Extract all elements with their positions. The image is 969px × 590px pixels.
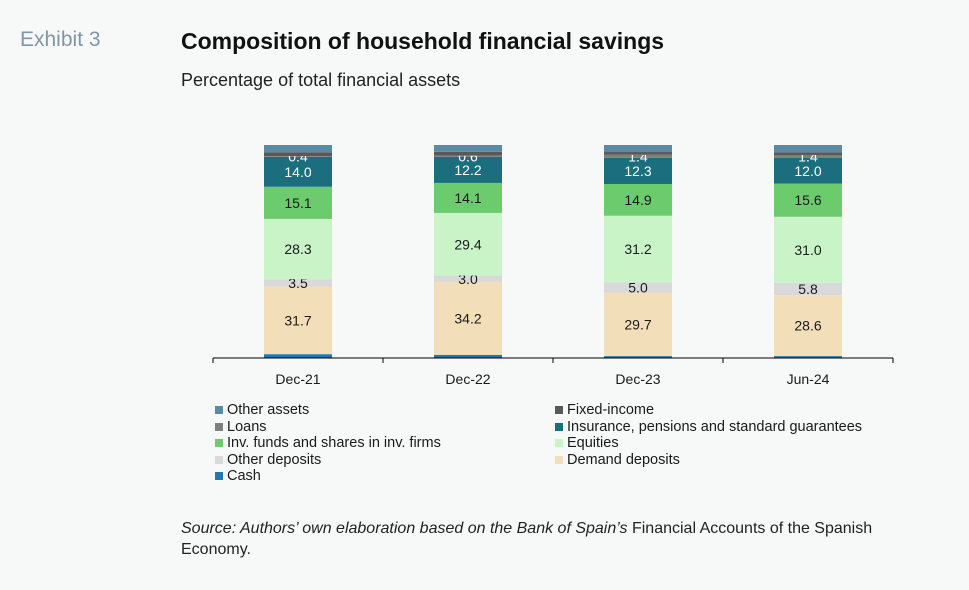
- legend-swatch: [215, 422, 223, 431]
- data-label: 29.7: [624, 316, 651, 332]
- legend-label: Other deposits: [227, 451, 322, 468]
- legend-item: Cash: [215, 468, 555, 485]
- legend-swatch: [215, 472, 223, 481]
- source-note: Source: Authors’ own elaboration based o…: [181, 518, 941, 560]
- data-label: 31.2: [624, 241, 651, 257]
- legend-label: Inv. funds and shares in inv. firms: [227, 435, 441, 451]
- data-label: 29.4: [454, 236, 481, 252]
- bar-segment: [434, 155, 502, 157]
- bar-segment: [604, 282, 672, 293]
- legend-swatch: [555, 406, 563, 415]
- x-tick-label: Jun-24: [787, 371, 830, 387]
- legend-swatch: [215, 455, 223, 464]
- bar-segment: [774, 282, 842, 296]
- chart-title: Composition of household financial savin…: [181, 28, 665, 54]
- bar-segment: [434, 275, 502, 282]
- bar-segment: [434, 212, 502, 276]
- bar-segment: [434, 156, 502, 183]
- bar-segment: [264, 186, 332, 219]
- bar-segment: [774, 145, 842, 153]
- bar-segment: [434, 145, 502, 152]
- legend-label: Fixed-income: [567, 402, 655, 418]
- data-label: 15.1: [284, 195, 311, 211]
- bar-segment: [774, 155, 842, 158]
- data-label: 14.9: [624, 192, 651, 208]
- bar-segment: [774, 356, 842, 358]
- legend-item: Other assets: [215, 402, 555, 419]
- chart-legend: Other assets Fixed-income Loans Insurance, …: [215, 402, 915, 485]
- bar-segment: [774, 183, 842, 217]
- chart-subtitle: Percentage of total financial assets: [181, 70, 461, 90]
- data-label: 31.0: [794, 242, 821, 258]
- source-italic: Source: Authors’ own elaboration based o…: [181, 520, 628, 537]
- data-label: 15.6: [794, 192, 821, 208]
- legend-item: Equities: [555, 435, 915, 452]
- legend-item: Other deposits: [215, 452, 555, 469]
- data-label: 12.2: [454, 162, 481, 178]
- data-label: 31.7: [284, 312, 311, 328]
- data-label: 5.0: [628, 279, 648, 295]
- bar-segment: [604, 292, 672, 357]
- legend-label: Loans: [227, 418, 267, 435]
- legend-swatch: [555, 439, 563, 448]
- bar-segment: [604, 157, 672, 184]
- x-tick-label: Dec-21: [275, 371, 320, 387]
- legend-item: Loans: [215, 419, 555, 436]
- data-label: 28.6: [794, 318, 821, 334]
- data-label: 28.3: [284, 241, 311, 257]
- bar-segment: [434, 151, 502, 156]
- legend-label: Cash: [227, 468, 261, 484]
- x-tick-label: Dec-23: [615, 371, 660, 387]
- bar-segment: [264, 145, 332, 153]
- bar-segment: [264, 286, 332, 355]
- bar-segment: [774, 152, 842, 156]
- bar-segment: [604, 152, 672, 155]
- data-label: 5.8: [798, 281, 818, 297]
- data-label: 34.2: [454, 310, 481, 326]
- bar-segment: [604, 183, 672, 216]
- exhibit-label: Exhibit 3: [20, 28, 101, 51]
- bar-segment: [604, 215, 672, 283]
- legend-swatch: [555, 422, 563, 431]
- bar-segment: [774, 157, 842, 184]
- bar-segment: [264, 279, 332, 287]
- data-label: 12.0: [794, 163, 821, 179]
- bar-segment: [264, 218, 332, 280]
- legend-label: Demand deposits: [567, 451, 680, 468]
- legend-label: Equities: [567, 435, 619, 451]
- legend-item: Demand deposits: [555, 452, 915, 469]
- bar-segment: [264, 152, 332, 157]
- bar-segment: [264, 354, 332, 358]
- legend-item: Fixed-income: [555, 402, 915, 419]
- legend-swatch: [215, 406, 223, 415]
- data-label: 12.3: [624, 163, 651, 179]
- bar-segment: [604, 356, 672, 358]
- legend-item: Inv. funds and shares in inv. firms: [215, 435, 555, 452]
- bar-segment: [604, 154, 672, 158]
- legend-item: Insurance, pensions and standard guarant…: [555, 419, 915, 436]
- bar-segment: [264, 156, 332, 187]
- legend-swatch: [555, 455, 563, 464]
- legend-label: Insurance, pensions and standard guarant…: [567, 418, 863, 435]
- bar-segment: [774, 295, 842, 357]
- bar-segment: [434, 281, 502, 355]
- data-label: 14.1: [454, 190, 481, 206]
- stacked-bar-chart: 31.73.528.315.114.00.4Dec-2134.23.029.41…: [212, 145, 894, 387]
- bar-segment: [434, 354, 502, 358]
- bar-segment: [434, 182, 502, 213]
- data-label: 14.0: [284, 164, 311, 180]
- x-tick-label: Dec-22: [445, 371, 490, 387]
- bar-segment: [774, 216, 842, 283]
- bar-segment: [264, 156, 332, 157]
- source-normal: Financial Accounts of the Spanish Econom…: [181, 520, 873, 558]
- legend-label: Other assets: [227, 402, 310, 418]
- bar-segment: [604, 145, 672, 153]
- legend-swatch: [215, 439, 223, 448]
